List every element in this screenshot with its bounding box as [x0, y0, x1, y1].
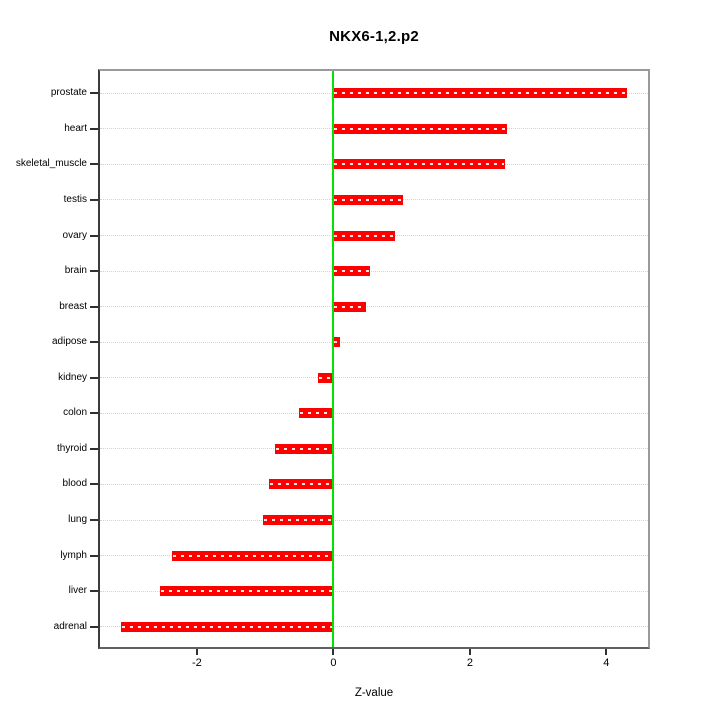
- y-axis-tick: [90, 163, 98, 166]
- bar-dash-pattern: [122, 625, 333, 628]
- y-axis-tick: [90, 412, 98, 415]
- gridline: [100, 306, 648, 308]
- gridline: [100, 412, 648, 414]
- y-axis-tick: [90, 92, 98, 95]
- y-axis-category-label: liver: [68, 585, 87, 597]
- y-axis-tick: [90, 270, 98, 273]
- gridline: [100, 377, 648, 379]
- y-axis-category-label: lymph: [60, 549, 87, 561]
- bar: [333, 194, 403, 205]
- x-axis-label: Z-value: [354, 687, 394, 699]
- y-axis-category-label: brain: [64, 265, 87, 277]
- gridline: [100, 519, 648, 521]
- y-axis-category-label: prostate: [50, 87, 87, 99]
- bar: [269, 479, 334, 490]
- y-axis-category-label: thyroid: [56, 442, 87, 454]
- x-axis-tick: [605, 649, 608, 655]
- y-axis-tick: [90, 554, 98, 557]
- bar-dash-pattern: [276, 447, 333, 450]
- gridline: [100, 270, 648, 272]
- y-axis-tick: [90, 483, 98, 486]
- y-axis-category-label: adrenal: [53, 620, 87, 632]
- bar-dash-pattern: [334, 198, 402, 201]
- y-axis-category-label: skeletal_muscle: [15, 158, 87, 170]
- x-axis-tick-label: 4: [603, 657, 610, 669]
- y-axis-tick: [90, 376, 98, 379]
- y-axis-tick: [90, 198, 98, 201]
- bar-dash-pattern: [319, 376, 333, 379]
- x-axis-tick: [468, 649, 471, 655]
- x-axis-tick-label: -2: [192, 657, 202, 669]
- y-axis-tick: [90, 625, 98, 628]
- y-axis-category-label: ovary: [62, 229, 87, 241]
- y-axis-tick: [90, 590, 98, 593]
- chart-title: NKX6-1,2.p2: [329, 28, 419, 45]
- bar-dash-pattern: [334, 270, 370, 273]
- x-axis-tick-label: 2: [466, 657, 473, 669]
- y-axis-tick: [90, 234, 98, 237]
- bar-dash-pattern: [264, 519, 333, 522]
- bar: [333, 88, 627, 99]
- y-axis-tick: [90, 519, 98, 522]
- y-axis-tick: [90, 341, 98, 344]
- bar-dash-pattern: [334, 341, 339, 344]
- gridline: [100, 626, 648, 628]
- bar: [160, 586, 334, 597]
- bar: [333, 230, 395, 241]
- bar-dash-pattern: [334, 234, 394, 237]
- x-axis-tick: [332, 649, 335, 655]
- bar-dash-pattern: [299, 412, 333, 415]
- x-axis-tick: [195, 649, 198, 655]
- bar: [172, 550, 334, 561]
- y-axis-tick: [90, 447, 98, 450]
- bar: [333, 123, 508, 134]
- gridline: [100, 590, 648, 592]
- zero-reference-line: [332, 71, 335, 647]
- y-axis-category-label: colon: [63, 407, 87, 419]
- bar: [333, 337, 340, 348]
- bar-dash-pattern: [334, 163, 505, 166]
- bar: [263, 515, 334, 526]
- y-axis-tick: [90, 127, 98, 130]
- bar: [275, 443, 334, 454]
- gridline: [100, 448, 648, 450]
- bar-dash-pattern: [334, 305, 366, 308]
- y-axis-category-label: heart: [64, 122, 87, 134]
- gridline: [100, 341, 648, 343]
- y-axis-category-label: testis: [63, 193, 87, 205]
- bar: [298, 408, 334, 419]
- bar-dash-pattern: [334, 92, 626, 95]
- gridline: [100, 555, 648, 557]
- y-axis-category-label: adipose: [51, 336, 87, 348]
- bar-dash-pattern: [334, 127, 507, 130]
- bar: [333, 159, 506, 170]
- y-axis-category-label: breast: [59, 300, 87, 312]
- bar: [333, 266, 371, 277]
- bar: [121, 621, 334, 632]
- x-axis-tick-label: 0: [330, 657, 337, 669]
- y-axis-tick: [90, 305, 98, 308]
- y-axis-category-label: lung: [68, 514, 87, 526]
- y-axis-category-label: blood: [62, 478, 87, 490]
- bar: [333, 301, 367, 312]
- bar: [318, 372, 334, 383]
- y-axis-category-label: kidney: [58, 371, 87, 383]
- bar-dash-pattern: [173, 554, 333, 557]
- bar-dash-pattern: [161, 590, 333, 593]
- gridline: [100, 483, 648, 485]
- bar-dash-pattern: [270, 483, 333, 486]
